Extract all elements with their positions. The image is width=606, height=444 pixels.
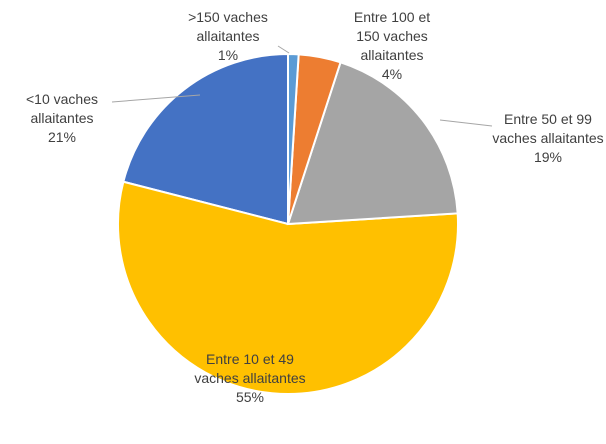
- data-label: Entre 10 et 49 vaches allaitantes 55%: [194, 350, 306, 407]
- category-label: Entre 50 et 99 vaches allaitantes: [492, 111, 604, 146]
- percent-label: 21%: [47, 129, 77, 145]
- data-label: <10 vaches allaitantes 21%: [12, 90, 112, 147]
- pie-slice: [117, 180, 459, 395]
- percent-label: 4%: [381, 66, 403, 82]
- category-label: Entre 10 et 49 vaches allaitantes: [194, 351, 306, 386]
- leader-line: [277, 45, 290, 54]
- category-label: >150 vaches allaitantes: [188, 9, 268, 44]
- percent-label: 1%: [217, 47, 239, 63]
- percent-label: 55%: [235, 389, 265, 405]
- data-label: >150 vaches allaitantes 1%: [178, 8, 278, 65]
- data-label: Entre 100 et 150 vaches allaitantes 4%: [342, 8, 442, 84]
- percent-label: 19%: [533, 149, 563, 165]
- pie-slice: [287, 52, 300, 225]
- leader-line: [439, 119, 493, 127]
- leader-line: [111, 94, 201, 103]
- pie-slice: [286, 61, 459, 226]
- pie-slice: [122, 52, 289, 226]
- data-label: Entre 50 et 99 vaches allaitantes 19%: [492, 110, 604, 167]
- category-label: <10 vaches allaitantes: [26, 91, 98, 126]
- category-label: Entre 100 et 150 vaches allaitantes: [353, 9, 431, 63]
